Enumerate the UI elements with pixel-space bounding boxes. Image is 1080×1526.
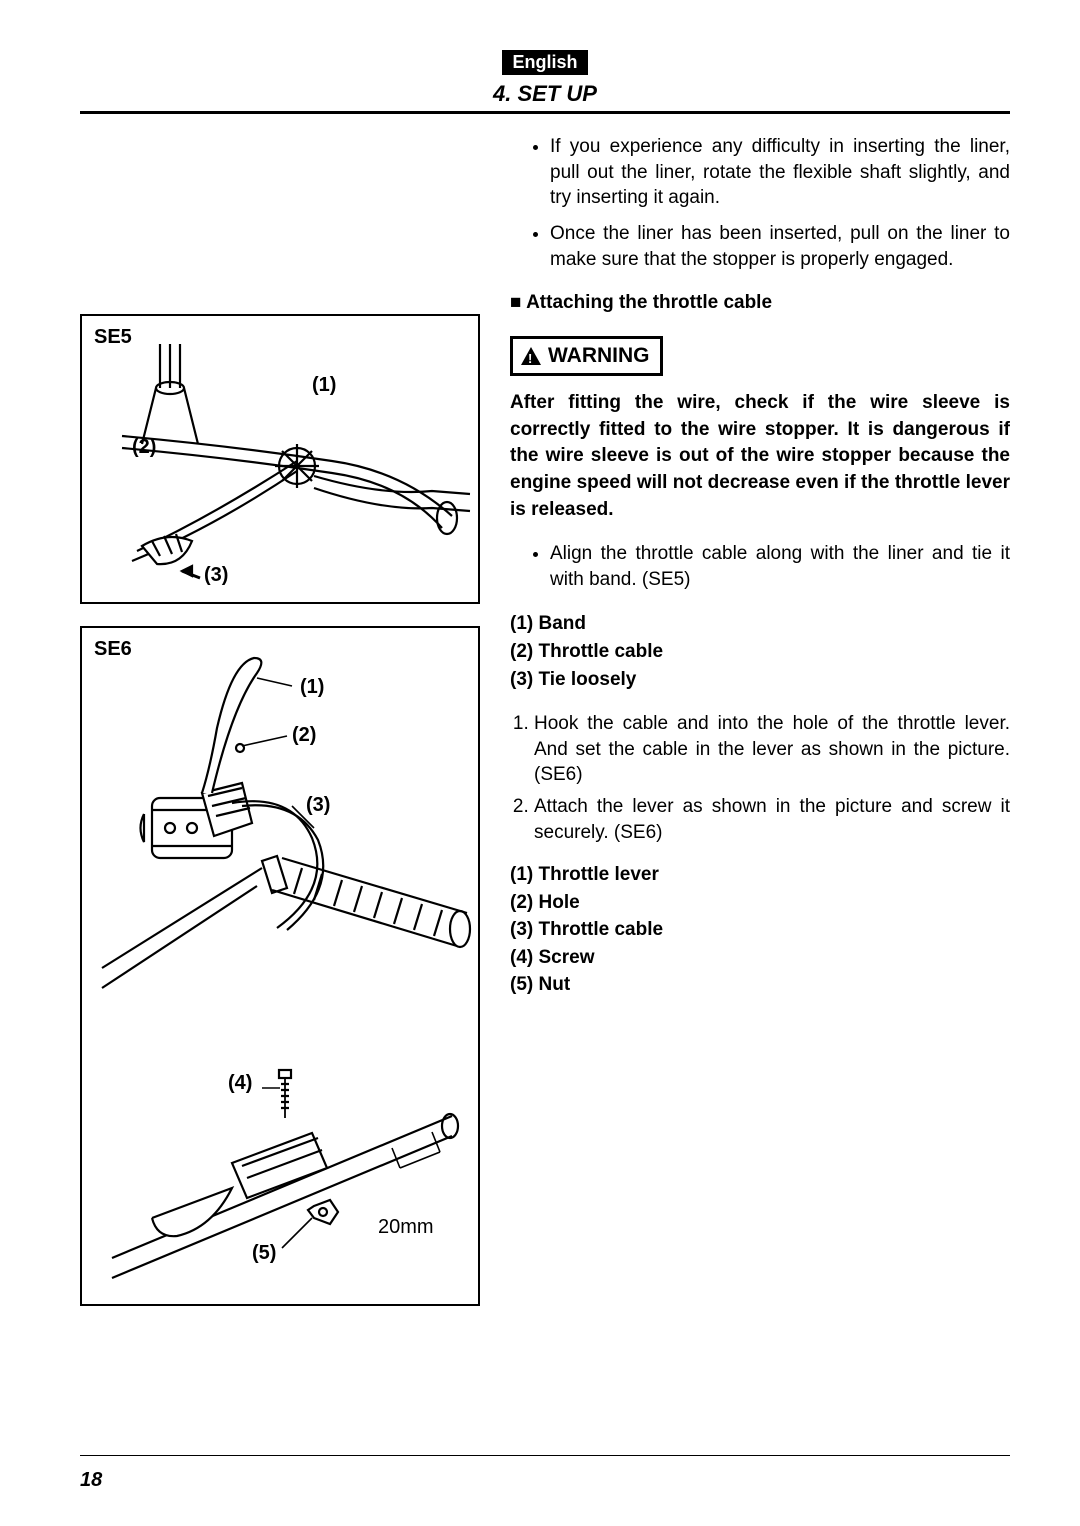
warning-box: WARNING [510, 336, 663, 376]
intro-bullet-1: If you experience any difficulty in inse… [550, 134, 1010, 211]
warning-label: WARNING [548, 342, 650, 370]
page-header: English [80, 50, 1010, 75]
se5-callout-2: (2) [132, 436, 156, 459]
se6-callout-2: (2) [292, 724, 316, 747]
figures-column: SE5 [80, 134, 480, 1328]
subheading-attaching: Attaching the throttle cable [510, 290, 1010, 316]
warning-triangle-icon [521, 347, 541, 365]
align-bullet: Align the throttle cable along with the … [550, 541, 1010, 592]
section-title: 4. SET UP [80, 81, 1010, 107]
figure-se6: SE6 [80, 626, 480, 1306]
figure-se6-drawing [82, 628, 478, 1304]
se6-callout-4: (4) [228, 1072, 252, 1095]
content-columns: SE5 [80, 134, 1010, 1328]
figure-se5-label: SE5 [94, 326, 132, 349]
numbered-steps: Hook the cable and into the hole of the … [510, 711, 1010, 845]
labels-a: (1) Band (2) Throttle cable (3) Tie loos… [510, 610, 1010, 693]
warning-text: After fitting the wire, check if the wir… [510, 390, 1010, 523]
label-b-1: (1) Throttle lever [510, 861, 1010, 889]
figure-se5-drawing [82, 316, 478, 602]
step-1: Hook the cable and into the hole of the … [534, 711, 1010, 788]
se6-callout-5: (5) [252, 1242, 276, 1265]
figure-se5: SE5 [80, 314, 480, 604]
label-a-2: (2) Throttle cable [510, 638, 1010, 666]
footer-rule [80, 1455, 1010, 1456]
label-b-3: (3) Throttle cable [510, 916, 1010, 944]
se6-callout-3: (3) [306, 794, 330, 817]
intro-bullet-2: Once the liner has been inserted, pull o… [550, 221, 1010, 272]
align-bullet-list: Align the throttle cable along with the … [510, 541, 1010, 592]
intro-bullets: If you experience any difficulty in inse… [510, 134, 1010, 272]
labels-b: (1) Throttle lever (2) Hole (3) Throttle… [510, 861, 1010, 999]
header-rule [80, 111, 1010, 114]
label-a-1: (1) Band [510, 610, 1010, 638]
label-a-3: (3) Tie loosely [510, 666, 1010, 694]
language-badge: English [502, 50, 587, 75]
se6-callout-1: (1) [300, 676, 324, 699]
text-column: If you experience any difficulty in inse… [510, 134, 1010, 1328]
se5-callout-1: (1) [312, 374, 336, 397]
label-b-5: (5) Nut [510, 971, 1010, 999]
figure-se6-label: SE6 [94, 638, 132, 661]
se6-measurement: 20mm [378, 1216, 434, 1239]
page-number: 18 [80, 1469, 102, 1492]
step-2: Attach the lever as shown in the picture… [534, 794, 1010, 845]
label-b-2: (2) Hole [510, 889, 1010, 917]
label-b-4: (4) Screw [510, 944, 1010, 972]
se5-callout-3: (3) [204, 564, 228, 587]
